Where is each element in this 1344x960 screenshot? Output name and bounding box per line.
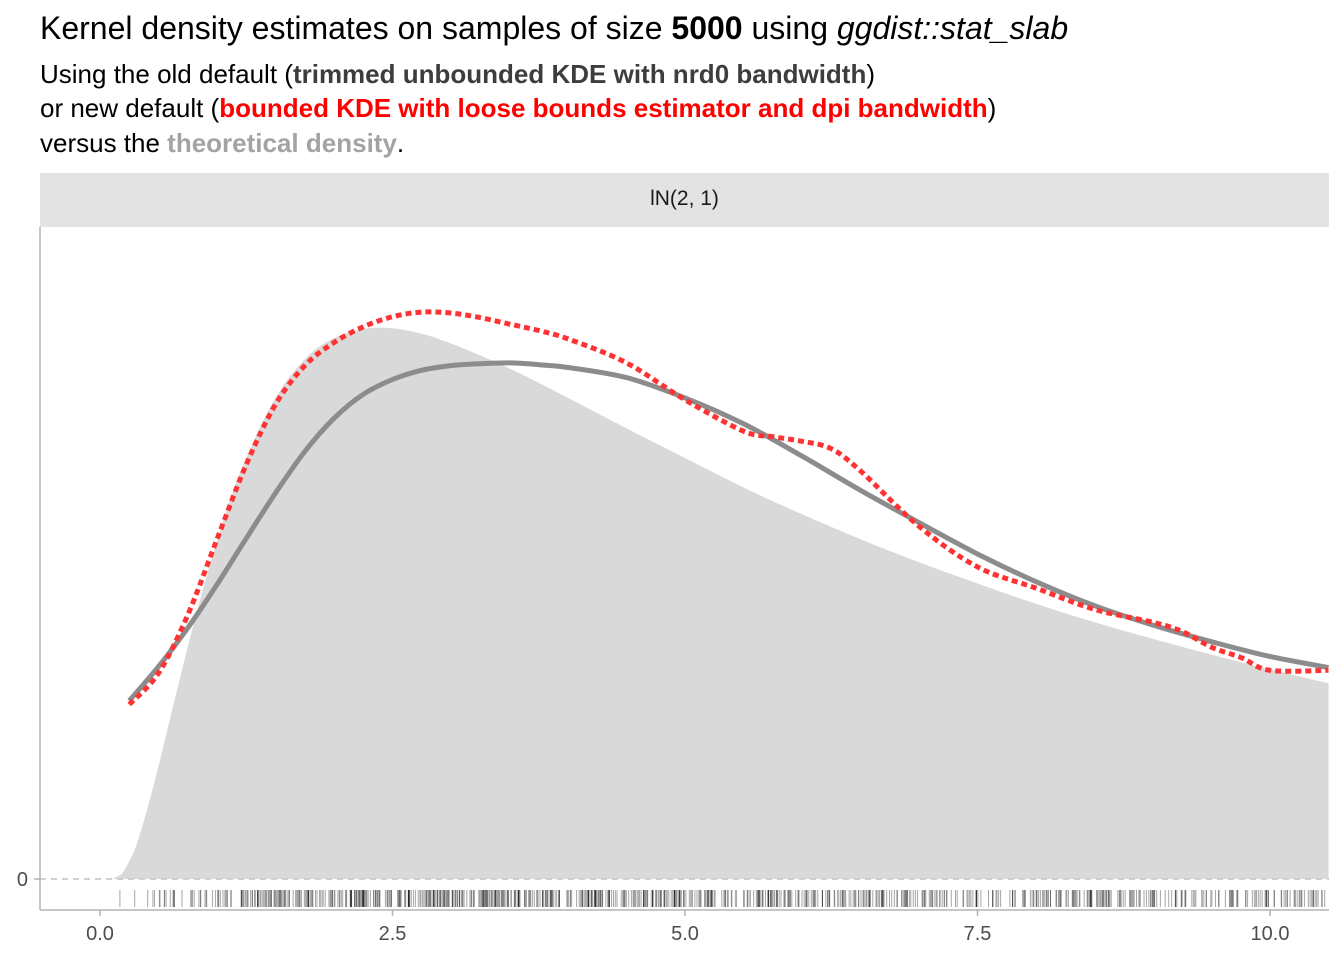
theoretical-density-area	[105, 327, 1329, 880]
facet-label: lN(2, 1)	[650, 187, 719, 210]
rug-marks	[119, 890, 1326, 907]
subtitle-3-pre: versus the	[40, 128, 168, 158]
x-tick-label: 5.0	[671, 923, 699, 945]
y-tick-label: 0	[17, 869, 28, 891]
subtitle-3-post: .	[396, 128, 405, 158]
x-tick-label: 10.0	[1251, 923, 1290, 945]
chart-title: Kernel density estimates on samples of s…	[40, 8, 1068, 48]
title-function: ggdist::stat_slab	[836, 10, 1069, 46]
subtitle-new-default: bounded KDE with loose bounds estimator …	[219, 93, 988, 123]
facet-strip: lN(2, 1)	[40, 173, 1329, 227]
title-sample-size: 5000	[671, 10, 743, 46]
subtitle-line-2: or new default (bounded KDE with loose b…	[40, 90, 996, 126]
subtitle-1-post: )	[866, 59, 876, 89]
subtitle-1-pre: Using the old default (	[40, 59, 293, 89]
x-tick-label: 2.5	[379, 923, 407, 945]
title-pre: Kernel density estimates on samples of s…	[40, 10, 672, 46]
new-default-kde-line	[127, 309, 1329, 707]
subtitle-line-1: Using the old default (trimmed unbounded…	[40, 56, 875, 92]
x-tick-label: 7.5	[964, 923, 992, 945]
subtitle-theoretical: theoretical density	[167, 128, 397, 158]
subtitle-2-post: )	[987, 93, 997, 123]
title-mid: using	[742, 10, 837, 46]
x-tick-label: 0.0	[86, 923, 114, 945]
subtitle-line-3: versus the theoretical density.	[40, 125, 404, 161]
old-default-kde-line	[127, 360, 1329, 703]
subtitle-2-pre: or new default (	[40, 93, 220, 123]
subtitle-old-default: trimmed unbounded KDE with nrd0 bandwidt…	[292, 59, 867, 89]
